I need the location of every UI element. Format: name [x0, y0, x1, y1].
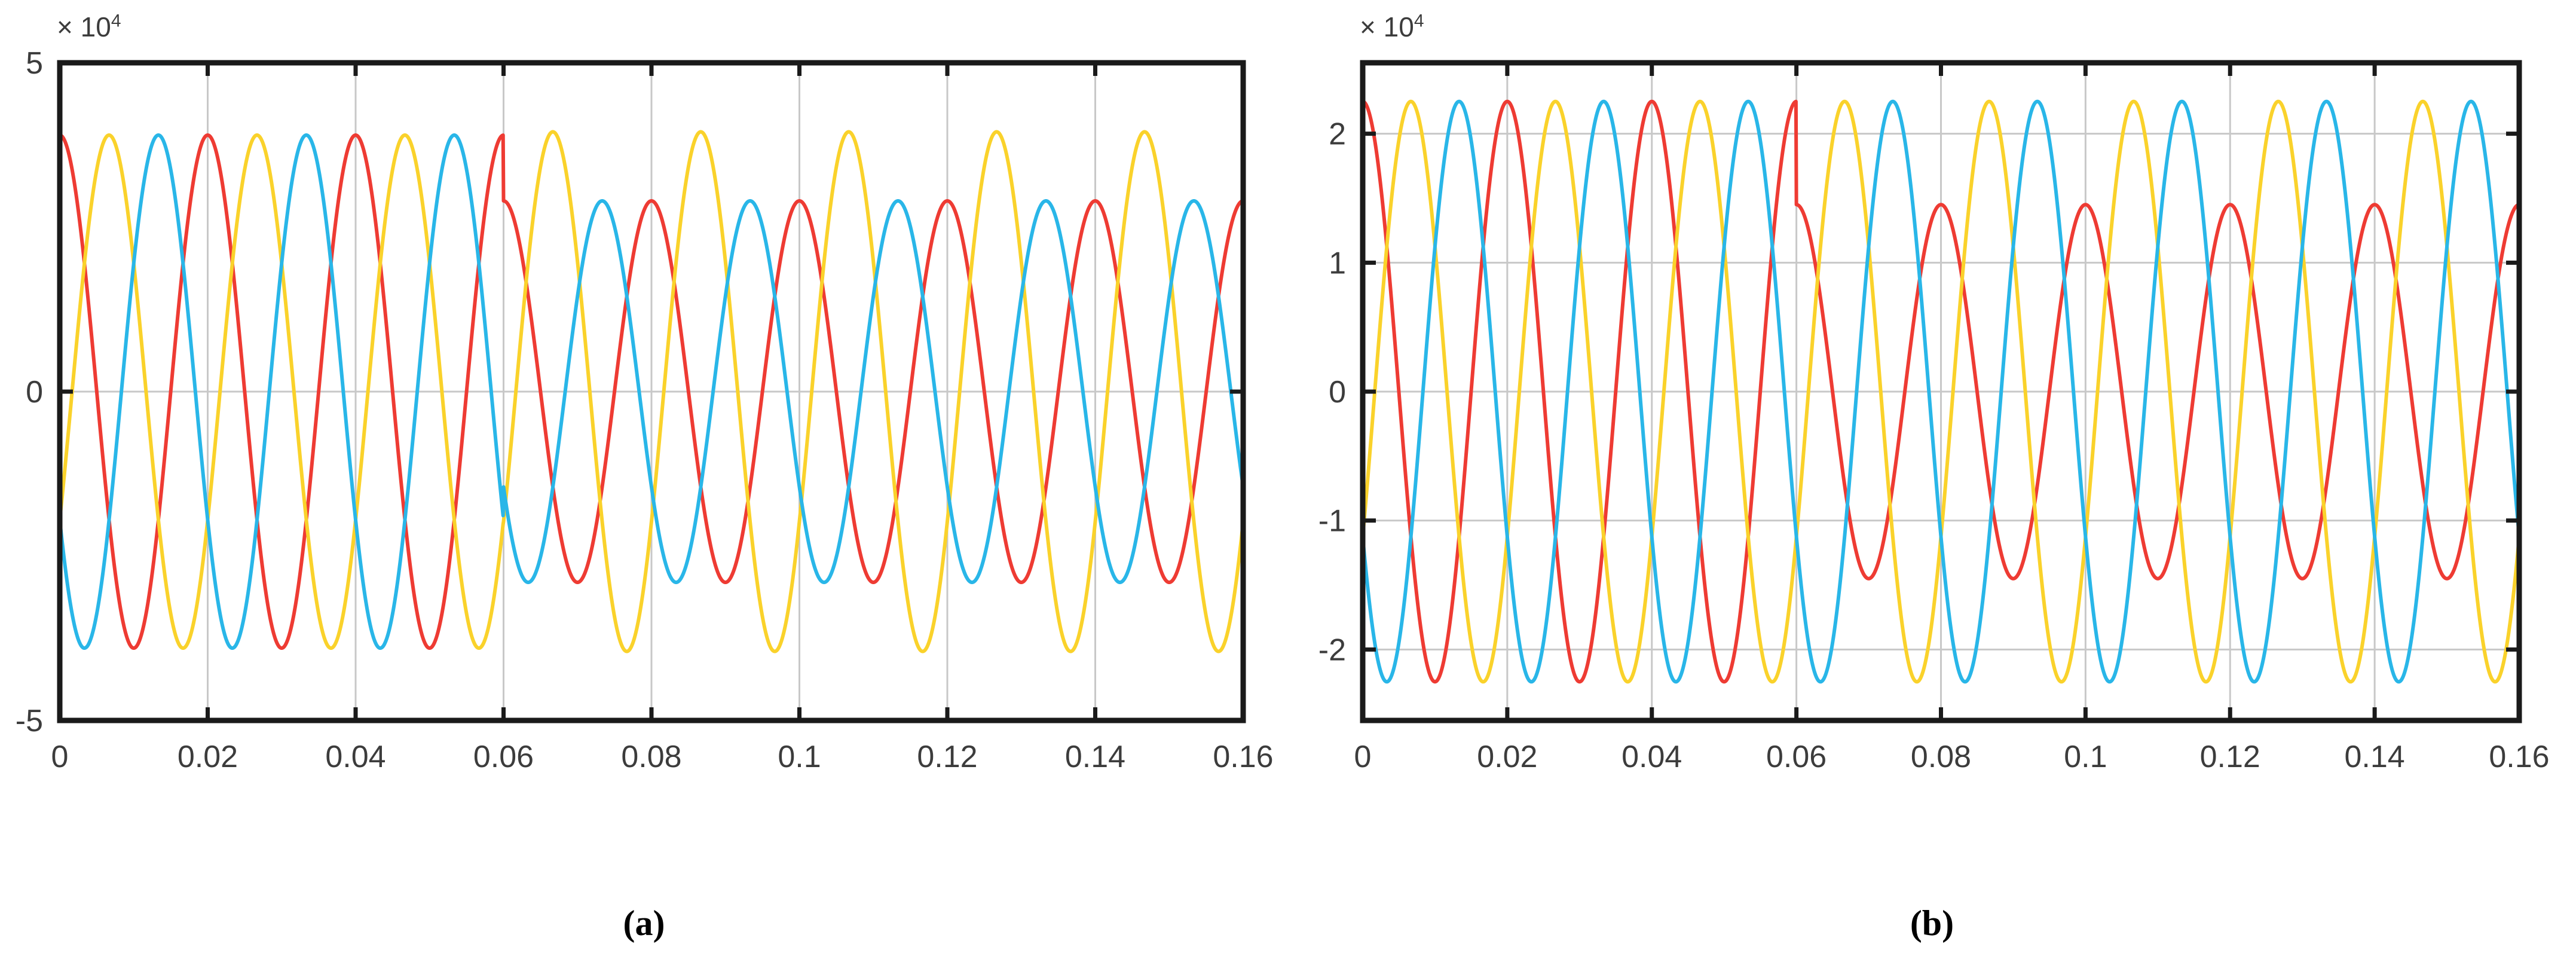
caption-b: (b) — [1910, 903, 1954, 943]
exponent-power-a: 4 — [111, 11, 121, 31]
exponent-power-b: 4 — [1414, 11, 1424, 31]
plot-b-svg: 0 0.02 0.04 0.06 0.08 0.1 0.12 0.14 0.16 2 1 0 -1 -2 — [1318, 60, 2550, 774]
plot-a-container: × 104 0 0.02 0.04 0.06 0.08 0.1 0.12 0.14 0.16 5 0… — [0, 0, 1288, 837]
waveform-group — [1363, 99, 2519, 684]
x-tick-label: 0 — [1354, 740, 1372, 774]
series-line-phase_c — [60, 133, 1243, 650]
x-tick-label: 0 — [51, 740, 69, 774]
panel-a: × 104 0 0.02 0.04 0.06 0.08 0.1 0.12 0.14 0.16 5 0… — [0, 0, 1288, 943]
y-exponent-label-b: × 104 — [1360, 11, 1424, 43]
y-exponent-label-a: × 104 — [57, 11, 121, 43]
x-tick-label: 0.1 — [778, 740, 821, 774]
y-tick-label: 1 — [1329, 246, 1346, 280]
plot-b-container: × 104 0 0.02 0.04 0.06 0.08 0.1 0.12 0.14 0.16 2 1… — [1288, 0, 2576, 837]
x-tick-label: 0.08 — [621, 740, 681, 774]
series-line-phase_b — [60, 130, 1243, 653]
exponent-mantissa-b: × 10 — [1360, 11, 1414, 42]
x-tick-label: 0.04 — [325, 740, 386, 774]
x-tick-label: 0.04 — [1622, 740, 1682, 774]
x-tick-label: 0.16 — [2489, 740, 2549, 774]
x-tick-label: 0.1 — [2064, 740, 2107, 774]
x-tick-label: 0.12 — [2200, 740, 2260, 774]
y-tick-label: 2 — [1329, 117, 1346, 152]
x-tick-label: 0.06 — [473, 740, 534, 774]
x-tick-label: 0.16 — [1213, 740, 1273, 774]
caption-a: (a) — [623, 903, 665, 943]
exponent-mantissa-a: × 10 — [57, 11, 111, 42]
x-tick-label: 0.02 — [1477, 740, 1537, 774]
x-tick-label: 0.08 — [1911, 740, 1971, 774]
x-tick-label: 0.02 — [178, 740, 238, 774]
y-tick-label: 0 — [26, 375, 43, 410]
y-tick-label: 5 — [26, 46, 43, 81]
x-tick-label: 0.14 — [1065, 740, 1125, 774]
series-line-phase_c — [1363, 99, 2519, 684]
x-tick-label: 0.06 — [1766, 740, 1827, 774]
x-tick-label: 0.14 — [2345, 740, 2405, 774]
waveform-group — [60, 130, 1243, 653]
y-tick-label: -1 — [1318, 504, 1346, 539]
panel-b: × 104 0 0.02 0.04 0.06 0.08 0.1 0.12 0.14 0.16 2 1… — [1288, 0, 2576, 962]
x-tick-label: 0.12 — [917, 740, 977, 774]
y-tick-label: -5 — [16, 704, 43, 738]
y-tick-label: -2 — [1318, 633, 1346, 667]
y-tick-label: 0 — [1329, 375, 1346, 410]
